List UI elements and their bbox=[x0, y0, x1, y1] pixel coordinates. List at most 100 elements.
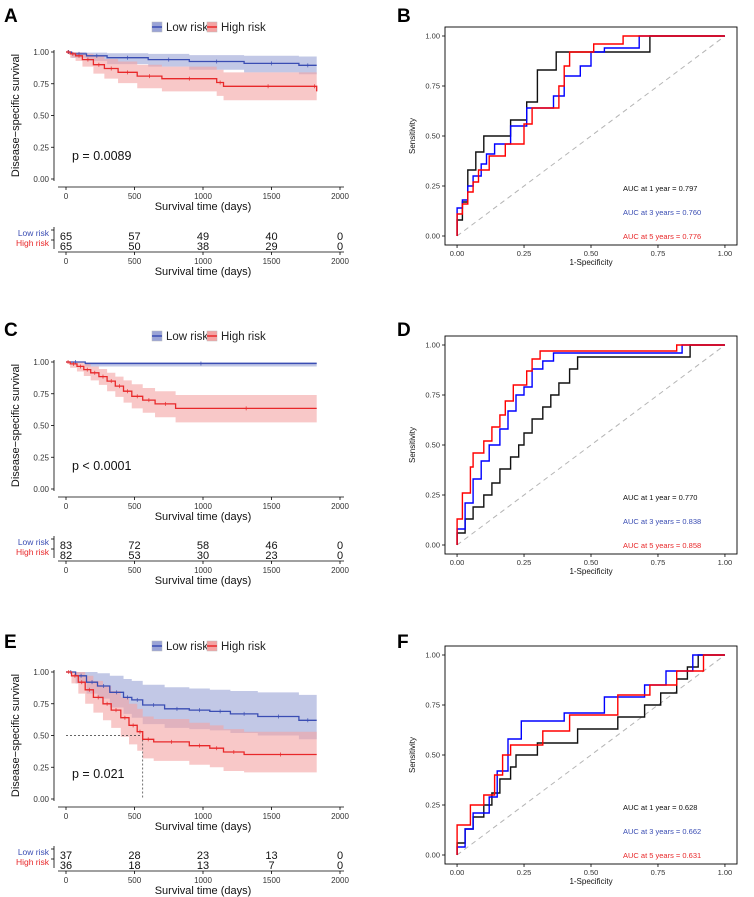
auc-label-1: AUC at 1 year = 0.628 bbox=[623, 803, 697, 812]
risk-count-high: 82 bbox=[60, 550, 72, 562]
panel-letter: E bbox=[4, 632, 17, 653]
y-tick-label: 0.25 bbox=[425, 491, 440, 500]
ci-band-high bbox=[66, 672, 317, 773]
x-axis-label: 1-Specificity bbox=[569, 877, 612, 886]
auc-label-2: AUC at 3 years = 0.760 bbox=[623, 208, 701, 217]
risk-count-low: 40 bbox=[265, 231, 277, 243]
legend: Low risk High risk bbox=[151, 640, 266, 653]
x-tick-label: 2000 bbox=[331, 566, 349, 575]
legend-low-label: Low risk bbox=[166, 641, 208, 653]
auc-label-3: AUC at 5 years = 0.858 bbox=[623, 541, 701, 550]
legend-low-label: Low risk bbox=[166, 331, 208, 343]
risk-table-low-label: Low risk bbox=[18, 228, 50, 238]
y-tick-label: 0.50 bbox=[425, 441, 440, 450]
x-tick-label: 2000 bbox=[331, 192, 349, 201]
x-axis-label: Survival time (days) bbox=[155, 201, 252, 213]
risk-count-high: 0 bbox=[337, 860, 343, 872]
panel-letter: C bbox=[4, 320, 18, 341]
x-tick-label: 0.50 bbox=[584, 868, 599, 877]
risk-count-low: 49 bbox=[197, 231, 209, 243]
roc-line-5-years bbox=[456, 35, 725, 236]
x-tick-label: 0 bbox=[64, 257, 69, 266]
x-tick-label: 0 bbox=[64, 812, 69, 821]
x-axis-label: Survival time (days) bbox=[155, 511, 252, 523]
legend: Low risk High risk bbox=[151, 21, 266, 34]
risk-count-low: 0 bbox=[337, 231, 343, 243]
x-tick-label: 0.25 bbox=[517, 868, 532, 877]
panel-letter: B bbox=[397, 6, 411, 27]
roc-line-1-year bbox=[456, 654, 725, 855]
y-axis-label: Disease−specific survival bbox=[10, 364, 22, 487]
x-tick-label: 1500 bbox=[263, 192, 281, 201]
y-axis-label: Disease−specific survival bbox=[10, 674, 22, 797]
x-tick-label: 2000 bbox=[331, 502, 349, 511]
risk-table-x-label: Survival time (days) bbox=[155, 885, 252, 897]
auc-label-2: AUC at 3 years = 0.662 bbox=[623, 827, 701, 836]
risk-count-low: 57 bbox=[128, 231, 140, 243]
y-axis-label: Disease−specific survival bbox=[10, 54, 22, 177]
diagonal-reference-line bbox=[456, 344, 726, 546]
y-tick-label: 0.00 bbox=[33, 175, 49, 184]
x-axis-label: 1-Specificity bbox=[569, 567, 612, 576]
x-tick-label: 500 bbox=[128, 812, 142, 821]
risk-count-low: 58 bbox=[197, 540, 209, 552]
x-tick-label: 500 bbox=[128, 566, 142, 575]
y-tick-label: 0.50 bbox=[33, 732, 49, 741]
legend-high-label: High risk bbox=[221, 22, 266, 34]
x-tick-label: 0.50 bbox=[584, 249, 599, 258]
diagonal-reference-line bbox=[456, 35, 726, 237]
panel-letter: A bbox=[4, 6, 18, 27]
risk-count-low: 23 bbox=[197, 850, 209, 862]
y-tick-label: 0.75 bbox=[33, 80, 49, 89]
risk-table-low-label: Low risk bbox=[18, 847, 50, 857]
risk-count-high: 65 bbox=[60, 241, 72, 253]
roc-line-1-year bbox=[456, 344, 725, 545]
legend-high-label: High risk bbox=[221, 331, 266, 343]
risk-count-high: 7 bbox=[268, 860, 274, 872]
y-tick-label: 0.75 bbox=[425, 82, 440, 91]
x-tick-label: 500 bbox=[128, 502, 142, 511]
panel-letter: D bbox=[397, 320, 411, 341]
panel-d: D 0.00 0.25 0.50 0.75 1.00 0.00 0.25 0.50 0.75 1.0… bbox=[397, 320, 738, 576]
x-tick-label: 1000 bbox=[194, 812, 212, 821]
risk-count-low: 13 bbox=[265, 850, 277, 862]
ci-band-low bbox=[66, 362, 317, 367]
risk-count-low: 37 bbox=[60, 850, 72, 862]
legend-high-label: High risk bbox=[221, 641, 266, 653]
legend-low-label: Low risk bbox=[166, 22, 208, 34]
y-tick-label: 0.75 bbox=[33, 390, 49, 399]
risk-count-high: 50 bbox=[128, 241, 140, 253]
roc-line-5-years bbox=[456, 344, 725, 545]
p-value: p = 0.021 bbox=[72, 767, 125, 781]
y-tick-label: 0.00 bbox=[425, 232, 440, 241]
x-tick-label: 1500 bbox=[263, 812, 281, 821]
y-tick-label: 0.75 bbox=[425, 391, 440, 400]
risk-table-low-label: Low risk bbox=[18, 537, 50, 547]
risk-count-high: 53 bbox=[128, 550, 140, 562]
x-tick-label: 500 bbox=[128, 192, 142, 201]
risk-count-high: 36 bbox=[60, 860, 72, 872]
y-tick-label: 1.00 bbox=[425, 651, 440, 660]
x-tick-label: 1.00 bbox=[718, 558, 733, 567]
risk-count-high: 0 bbox=[337, 550, 343, 562]
survival-line-high bbox=[66, 51, 318, 92]
x-tick-label: 2000 bbox=[331, 876, 349, 885]
x-tick-label: 2000 bbox=[331, 257, 349, 266]
x-tick-label: 1.00 bbox=[718, 249, 733, 258]
x-tick-label: 0 bbox=[64, 566, 69, 575]
ci-band-high bbox=[66, 362, 317, 423]
panel-b: B 0.00 0.25 0.50 0.75 1.00 0.00 0.25 0.50 0.75 1.0… bbox=[397, 6, 738, 267]
risk-count-high: 0 bbox=[337, 241, 343, 253]
risk-count-low: 72 bbox=[128, 540, 140, 552]
risk-count-high: 38 bbox=[197, 241, 209, 253]
x-tick-label: 0.00 bbox=[450, 868, 465, 877]
auc-label-1: AUC at 1 year = 0.770 bbox=[623, 493, 697, 502]
roc-line-5-years bbox=[456, 654, 725, 855]
y-axis-label: Sensitivity bbox=[408, 737, 417, 773]
risk-count-high: 18 bbox=[128, 860, 140, 872]
y-tick-label: 1.00 bbox=[425, 341, 440, 350]
y-tick-label: 0.50 bbox=[425, 751, 440, 760]
auc-label-2: AUC at 3 years = 0.838 bbox=[623, 517, 701, 526]
